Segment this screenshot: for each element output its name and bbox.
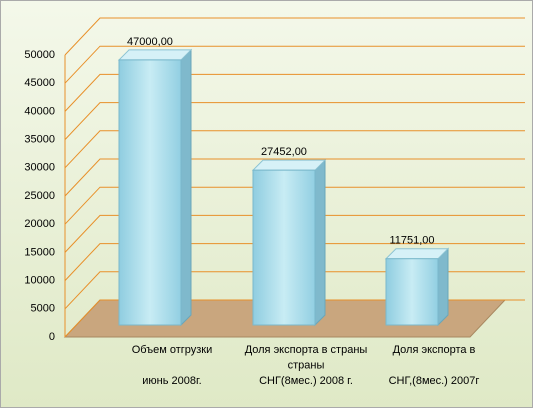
grid-line xyxy=(64,186,525,225)
y-tick-label: 40000 xyxy=(24,105,55,117)
y-tick-label: 20000 xyxy=(24,218,55,230)
bar-side xyxy=(437,247,449,327)
y-tick-label: 50000 xyxy=(24,49,55,61)
y-tick-label: 15000 xyxy=(24,246,55,258)
bar-side xyxy=(314,158,326,327)
grid-line xyxy=(64,299,525,338)
grid-line xyxy=(64,214,525,253)
bar-top xyxy=(117,49,193,61)
y-tick-label: 10000 xyxy=(24,275,55,287)
grid-line xyxy=(64,73,525,112)
x-tick-label: Объем отгрузки июнь 2008г. xyxy=(132,344,213,387)
value-label: 11751,00 xyxy=(389,235,434,247)
y-tick-label: 25000 xyxy=(24,190,55,202)
grid-line xyxy=(64,130,525,169)
y-tick-label: 35000 xyxy=(24,134,55,146)
bar xyxy=(252,169,316,326)
y-tick-label: 45000 xyxy=(24,77,55,89)
bar xyxy=(385,258,439,326)
y-tick-label: 0 xyxy=(49,331,55,343)
grid-line xyxy=(64,243,525,281)
bar xyxy=(118,59,182,326)
y-tick-label: 30000 xyxy=(24,162,55,174)
grid-line xyxy=(64,158,525,197)
value-label: 47000,00 xyxy=(127,36,173,48)
x-tick-label: Доля экспорта в СНГ,(8мес.) 2007г xyxy=(389,344,480,387)
value-label: 27452,00 xyxy=(261,146,307,158)
bar-top xyxy=(384,248,450,260)
grid-line xyxy=(64,271,525,310)
grid-line xyxy=(64,45,525,84)
x-tick-label: Доля экспорта в страны страны СНГ(8мес.) 2… xyxy=(245,344,368,387)
bar-top xyxy=(251,159,327,171)
y-tick-label: 5000 xyxy=(31,303,55,315)
grid-line xyxy=(64,17,525,56)
bar-side xyxy=(180,48,192,327)
grid-line xyxy=(64,102,525,140)
